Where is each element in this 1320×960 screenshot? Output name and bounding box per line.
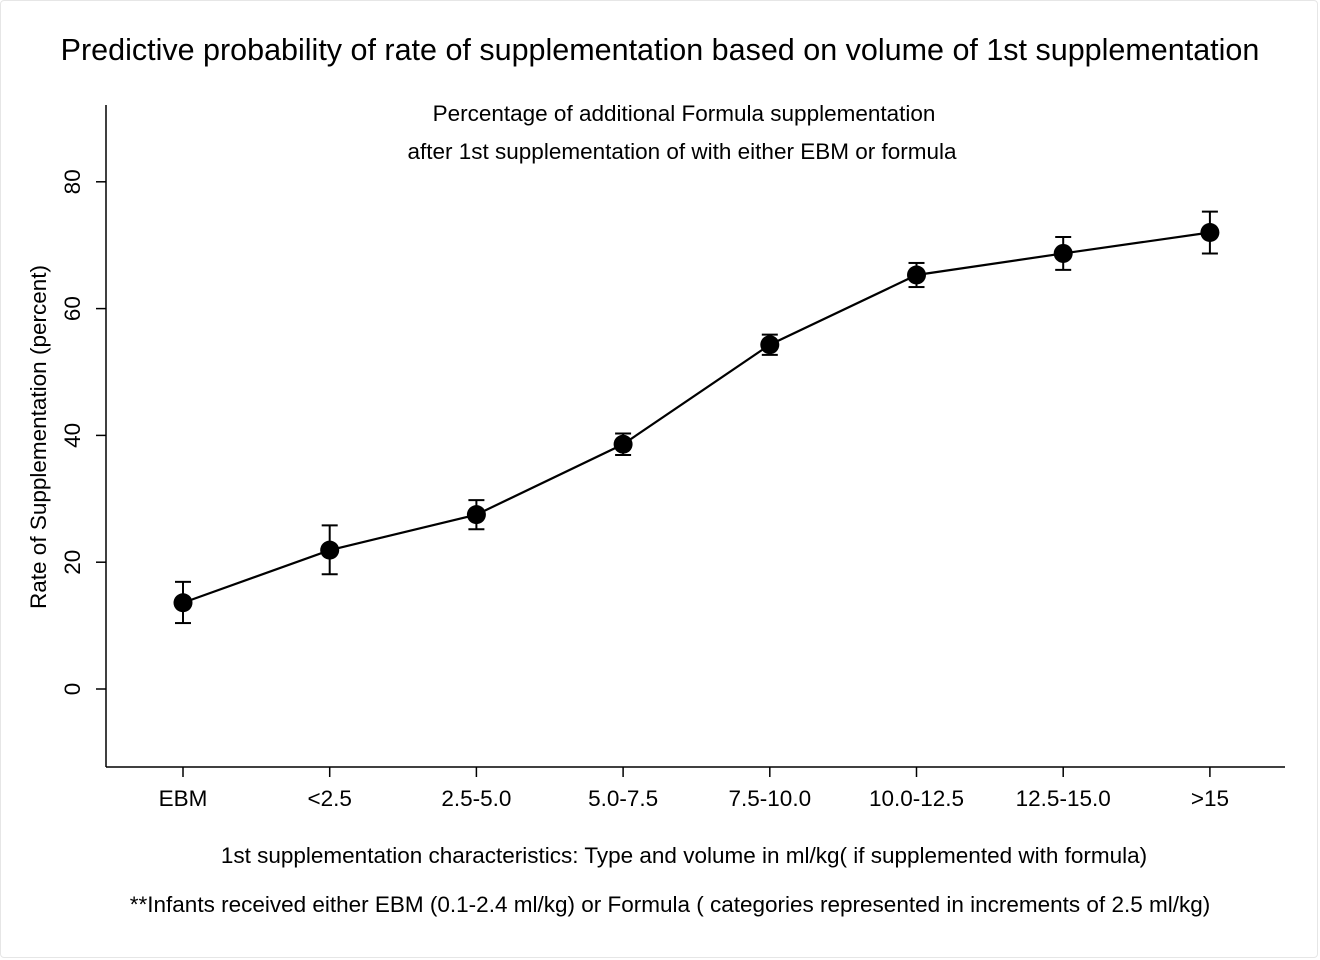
data-point	[1053, 243, 1073, 263]
x-tick-label: 2.5-5.0	[441, 786, 511, 811]
data-point	[760, 335, 780, 355]
error-bars	[175, 210, 1218, 625]
x-axis-label: 1st supplementation characteristics: Typ…	[221, 843, 1147, 868]
y-axis-label: Rate of Supplementation (percent)	[26, 265, 51, 609]
data-point	[907, 265, 926, 285]
data-point	[173, 593, 193, 613]
x-tick-label: 10.0-12.5	[869, 786, 964, 811]
chart-subtitle-line-1: Percentage of additional Formula supplem…	[433, 101, 936, 126]
y-tick-label: 80	[60, 169, 85, 194]
x-axis-ticks: EBM <2.5 2.5-5.0 5.0-7.5 7.5-10.0 10.0-12.5 12…	[159, 767, 1229, 811]
y-tick-label: 60	[60, 296, 85, 321]
chart-subtitle-line-2: after 1st supplementation of with either…	[407, 139, 956, 164]
data-points	[173, 223, 1220, 613]
x-tick-label: 7.5-10.0	[729, 786, 812, 811]
y-axis-ticks: 0 20 40 60 80	[60, 169, 106, 695]
x-tick-label: >15	[1191, 786, 1229, 811]
y-tick-label: 40	[60, 423, 85, 448]
y-tick-label: 0	[60, 683, 85, 696]
chart-footnote: **Infants received either EBM (0.1-2.4 m…	[130, 892, 1210, 917]
x-tick-label: EBM	[159, 786, 208, 811]
x-tick-label: 12.5-15.0	[1016, 786, 1111, 811]
x-tick-label: <2.5	[307, 786, 351, 811]
data-point	[320, 540, 340, 560]
x-tick-label: 5.0-7.5	[588, 786, 658, 811]
data-point	[613, 434, 633, 454]
chart-title: Predictive probability of rate of supple…	[61, 33, 1260, 67]
data-point	[1200, 223, 1220, 243]
y-tick-label: 20	[60, 550, 85, 575]
data-point	[466, 505, 486, 525]
series-line	[182, 231, 1211, 604]
